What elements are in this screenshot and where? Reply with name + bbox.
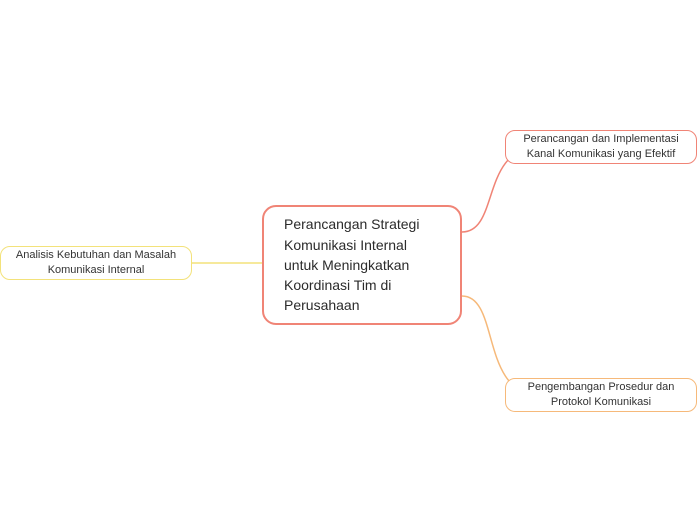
child-node-right-top-label: Perancangan dan Implementasi Kanal Komun… [516,132,686,163]
root-node-label: Perancangan Strategi Komunikasi Internal… [284,214,440,315]
child-node-right-top[interactable]: Perancangan dan Implementasi Kanal Komun… [505,130,697,164]
child-node-right-bottom[interactable]: Pengembangan Prosedur dan Protokol Komun… [505,378,697,412]
child-node-right-bottom-label: Pengembangan Prosedur dan Protokol Komun… [516,380,686,411]
child-node-left-label: Analisis Kebutuhan dan Masalah Komunikas… [11,248,181,279]
root-node[interactable]: Perancangan Strategi Komunikasi Internal… [262,205,462,325]
child-node-left[interactable]: Analisis Kebutuhan dan Masalah Komunikas… [0,246,192,280]
